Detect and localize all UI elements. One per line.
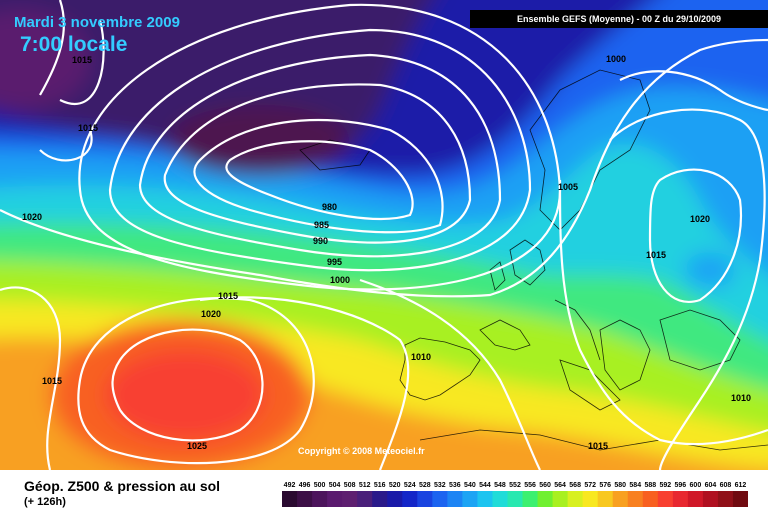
legend-tick-label: 496 (299, 482, 311, 489)
legend-tick-label: 560 (539, 482, 551, 489)
legend-tick-label: 520 (389, 482, 401, 489)
legend-swatch (477, 491, 493, 507)
isobar-label: 1000 (330, 275, 350, 285)
isobar-label: 1000 (606, 54, 626, 64)
isobar-label: 1015 (646, 250, 666, 260)
legend-swatch (567, 491, 584, 507)
isobar-label: 990 (313, 236, 328, 246)
isobar-label: 1025 (187, 441, 207, 451)
legend-swatch (327, 491, 343, 507)
legend-tick-label: 572 (584, 482, 596, 489)
legend-swatch (282, 491, 298, 507)
legend-swatch (357, 491, 373, 507)
legend-tick-label: 512 (359, 482, 371, 489)
geopotential-map: 1015 1015 1020 980 985 990 995 1000 1015… (0, 0, 768, 470)
isobar-label: 1010 (411, 352, 431, 362)
coastlines (299, 69, 768, 451)
legend-tick-label: 600 (690, 482, 702, 489)
map-footer: Géop. Z500 & pression au sol (+ 126h) 49… (0, 470, 768, 512)
legend-tick-label: 608 (720, 482, 732, 489)
isobar-label: 1015 (588, 441, 608, 451)
legend-swatch (372, 491, 388, 507)
legend-swatch (447, 491, 463, 507)
isobar-label: 995 (327, 257, 342, 267)
legend-tick-label: 584 (629, 482, 641, 489)
legend-swatch (702, 491, 719, 507)
legend-tick-label: 516 (374, 482, 386, 489)
legend-swatch (627, 491, 644, 507)
legend-swatch (417, 491, 433, 507)
map-title: Géop. Z500 & pression au sol (24, 478, 221, 494)
legend-swatch (672, 491, 689, 507)
legend-swatch (432, 491, 448, 507)
model-run-label: Ensemble GEFS (Moyenne) - 00 Z du 29/10/… (470, 10, 768, 28)
forecast-date: Mardi 3 novembre 2009 (14, 14, 180, 31)
legend-swatch (612, 491, 629, 507)
legend-tick-label: 500 (314, 482, 326, 489)
isobar-label: 1005 (558, 182, 578, 192)
legend-tick-label: 504 (329, 482, 341, 489)
isobar-label: 1020 (201, 309, 221, 319)
legend-tick-label: 492 (284, 482, 296, 489)
legend-swatch (657, 491, 674, 507)
legend-tick-label: 612 (735, 482, 747, 489)
legend-tick-label: 588 (644, 482, 656, 489)
legend-swatch (402, 491, 418, 507)
legend-swatch (597, 491, 614, 507)
legend-swatch (732, 491, 748, 507)
legend-tick-label: 580 (614, 482, 626, 489)
legend-swatch (462, 491, 478, 507)
legend-tick-label: 568 (569, 482, 581, 489)
legend-swatch (507, 491, 524, 507)
legend-tick-label: 544 (479, 482, 491, 489)
legend-tick-label: 556 (524, 482, 536, 489)
legend-swatch (312, 491, 328, 507)
isobar-label: 985 (314, 220, 329, 230)
legend-tick-label: 592 (659, 482, 671, 489)
isobar-label: 1015 (72, 55, 92, 65)
legend-swatch (582, 491, 599, 507)
legend-tick-label: 548 (494, 482, 506, 489)
legend-swatch (552, 491, 569, 507)
color-scale-legend: 492 496 500 504 508 512 516 520 524 528 532 536 540 5… (282, 482, 748, 507)
legend-tick-label: 552 (509, 482, 521, 489)
legend-tick-label: 604 (705, 482, 717, 489)
legend-tick-label: 532 (434, 482, 446, 489)
isobar-label: 1020 (22, 212, 42, 222)
legend-swatch (492, 491, 508, 507)
copyright-label: Copyright © 2008 Meteociel.fr (298, 446, 425, 456)
legend-tick-label: 536 (449, 482, 461, 489)
legend-tick-label: 528 (419, 482, 431, 489)
legend-tick-label: 508 (344, 482, 356, 489)
legend-swatch (522, 491, 539, 507)
legend-swatch (387, 491, 403, 507)
isobar-label: 1015 (42, 376, 62, 386)
legend-swatch (717, 491, 734, 507)
legend-swatch (642, 491, 659, 507)
isobars (0, 0, 768, 470)
forecast-time: 7:00 locale (20, 33, 128, 56)
legend-tick-label: 596 (675, 482, 687, 489)
legend-tick-label: 524 (404, 482, 416, 489)
isobar-label: 1015 (78, 123, 98, 133)
forecast-lead: (+ 126h) (24, 496, 66, 508)
legend-tick-label: 564 (554, 482, 566, 489)
legend-swatch (297, 491, 313, 507)
isobar-label: 1010 (731, 393, 751, 403)
isobar-label: 1015 (218, 291, 238, 301)
isobar-labels: 1015 1015 1020 980 985 990 995 1000 1015… (22, 54, 751, 451)
isobar-label: 980 (322, 202, 337, 212)
legend-tick-label: 540 (464, 482, 476, 489)
isobar-label: 1020 (690, 214, 710, 224)
legend-swatch (687, 491, 704, 507)
legend-swatch (342, 491, 358, 507)
legend-tick-label: 576 (599, 482, 611, 489)
legend-swatch (537, 491, 554, 507)
